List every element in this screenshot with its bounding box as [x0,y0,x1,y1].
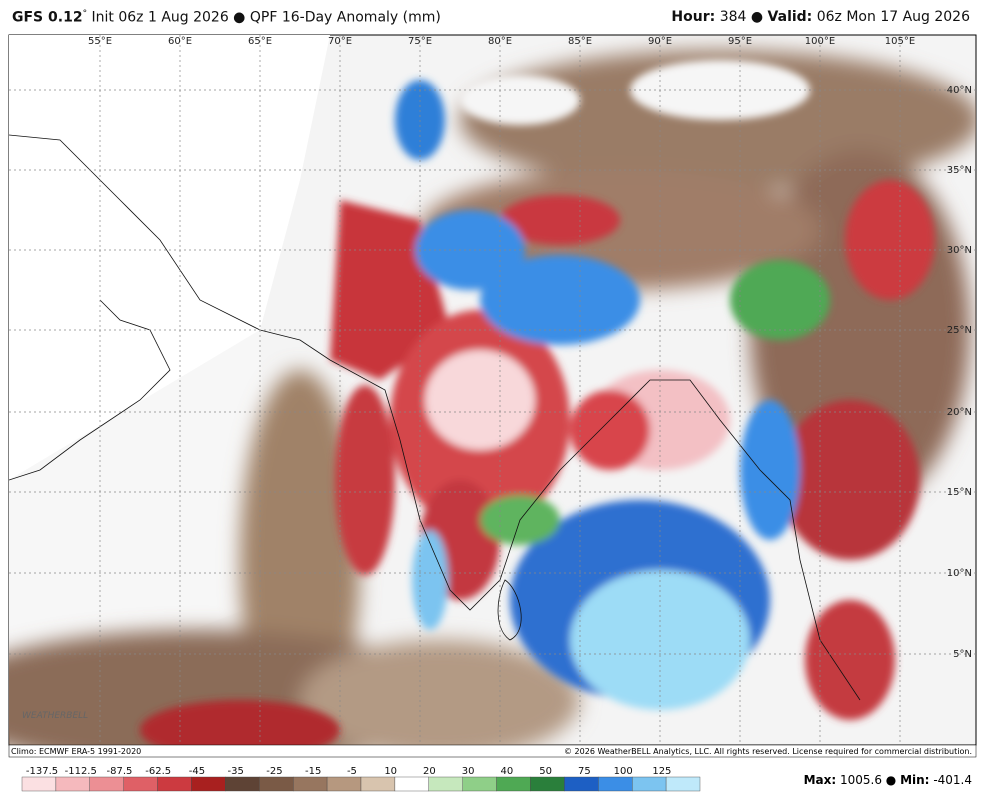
colorbar-label: 10 [384,766,397,777]
colorbar-swatch [89,776,124,792]
colorbar-swatch [428,776,463,792]
colorbar-swatch [564,776,599,792]
lon-label: 75°E [408,36,432,47]
colorbar-swatch [462,776,497,792]
colorbar-swatch [496,776,531,792]
hour-label: Hour: [671,9,716,25]
colorbar-label: 100 [614,766,633,777]
lat-label: 40°N [947,85,972,96]
min-label: Min: [900,773,929,787]
init: Init 06z 1 Aug 2026 [91,9,229,26]
colorbar-label: 30 [462,766,475,777]
colorbar-swatch [21,776,57,792]
hour: 384 [719,9,747,25]
colorbar-swatch [123,776,158,792]
colorbar-swatch [394,776,429,792]
colorbar-label: -15 [305,766,321,777]
climo: Climo: ECMWF ERA-5 1991-2020 [11,747,141,756]
lon-label: 70°E [328,36,352,47]
lon-label: 60°E [168,36,192,47]
colorbar-swatch [157,776,192,792]
colorbar-label: -45 [189,766,205,777]
colorbar-label: -62.5 [145,766,171,777]
lat-labels: 40°N 35°N 30°N 25°N 20°N 15°N 10°N 5°N [947,85,972,660]
colorbar-swatch [293,776,328,792]
colorbar-swatch [225,776,260,792]
lon-label: 85°E [568,36,592,47]
colorbar-label: -112.5 [65,766,97,777]
graticule [9,35,976,745]
colorbar-label: -137.5 [26,766,58,777]
colorbar-label: 20 [423,766,436,777]
colorbar-label: 125 [652,766,671,777]
colorbar: -137.5 -112.5 -87.5 -62.5 -45 -35 -25 -15 -5 10 20… [21,766,701,792]
colorbar-label: -25 [266,766,282,777]
copyright: © 2026 WeatherBELL Analytics, LLC. All r… [564,747,972,756]
colorbar-label: 75 [578,766,591,777]
valid-label: Valid: [767,9,813,25]
lon-label: 80°E [488,36,512,47]
header-left: GFS 0.12° Init 06z 1 Aug 2026 ● QPF 16-D… [12,9,441,26]
max-label: Max: [804,773,837,787]
colorbar-swatch [598,776,633,792]
lat-label: 35°N [947,165,972,176]
colorbar-swatch [191,776,226,792]
colorbar-swatch [530,776,565,792]
lat-label: 15°N [947,487,972,498]
lon-labels: 55°E 60°E 65°E 70°E 75°E 80°E 85°E 90°E 95°E 100°… [88,36,915,47]
colorbar-swatch [360,776,396,792]
colorbar-swatch [632,776,667,792]
colorbar-label: -87.5 [107,766,133,777]
colorbar-label: 40 [501,766,514,777]
lon-label: 95°E [728,36,752,47]
colorbar-swatch [55,776,91,792]
logo: WEATHERBELL [22,711,88,721]
min: -401.4 [933,773,972,787]
degree: ° [82,9,88,19]
valid: 06z Mon 17 Aug 2026 [816,9,970,25]
colorbar-label: -35 [228,766,244,777]
footer-bar [8,744,977,758]
lat-label: 5°N [953,649,972,660]
max: 1005.6 [840,773,882,787]
lat-label: 20°N [947,407,972,418]
colorbar-swatch [665,776,701,792]
coastlines [9,134,861,701]
colorbar-swatch [259,776,294,792]
colorbar-label: -5 [347,766,357,777]
lon-label: 90°E [648,36,672,47]
lat-label: 30°N [947,245,972,256]
lon-label: 65°E [248,36,272,47]
model: GFS 0.12 [12,9,83,26]
lat-label: 25°N [947,325,972,336]
lon-label: 105°E [885,36,915,47]
header-right: Hour: 384 ● Valid: 06z Mon 17 Aug 2026 [671,9,970,25]
lat-label: 10°N [947,568,972,579]
stats: Max: 1005.6 ● Min: -401.4 [804,773,972,787]
product: QPF 16-Day Anomaly (mm) [249,9,441,26]
colorbar-label: 50 [539,766,552,777]
colorbar-swatch [326,776,362,792]
lon-label: 55°E [88,36,112,47]
anomaly-field [9,35,976,745]
lon-label: 100°E [805,36,835,47]
